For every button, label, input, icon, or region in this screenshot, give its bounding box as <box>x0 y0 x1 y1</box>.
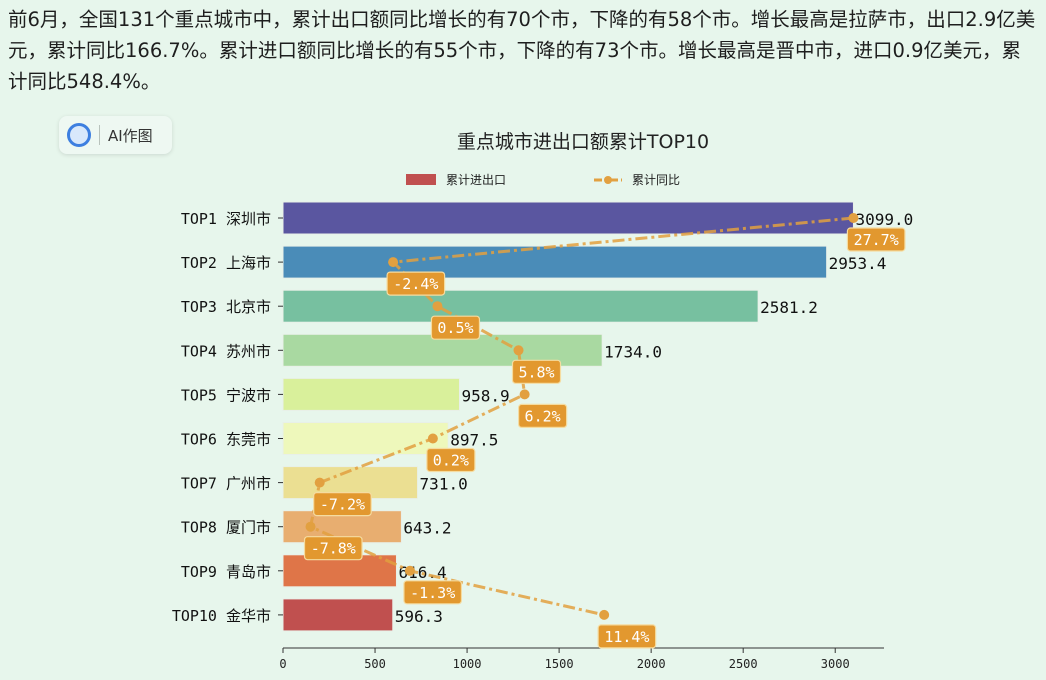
line-point <box>513 345 524 356</box>
bar-value-label: 897.5 <box>450 431 498 450</box>
ai-chart-button[interactable]: AI作图 <box>59 116 172 154</box>
line-label-box <box>426 447 476 473</box>
bar-6 <box>282 422 449 455</box>
category-label: TOP6 东莞市 <box>181 431 271 449</box>
line-label-box <box>430 315 481 340</box>
bar-value-label: 3099.0 <box>855 210 913 229</box>
chart-title: 重点城市进出口额累计TOP10 <box>457 131 709 153</box>
bar-value-label: 596.3 <box>395 607 443 626</box>
line-point <box>314 477 325 488</box>
line-label-box <box>511 359 562 384</box>
category-label: TOP10 金华市 <box>172 607 271 625</box>
legend-line-label: 累计同比 <box>632 173 680 187</box>
bar-10 <box>282 598 394 632</box>
x-tick-label: 3000 <box>821 657 850 671</box>
line-value-label: 11.4% <box>604 628 649 646</box>
line-label-box <box>403 580 463 605</box>
line-label-box <box>518 403 568 428</box>
bar-value-label: 2581.2 <box>760 298 818 317</box>
category-label: TOP8 厦门市 <box>181 519 271 537</box>
category-label: TOP5 宁波市 <box>181 386 271 404</box>
x-tick-label: 500 <box>364 657 386 671</box>
bar-value-label: 958.9 <box>462 386 510 405</box>
bar-value-label: 643.2 <box>403 519 451 538</box>
legend-bar-label: 累计进出口 <box>446 173 506 187</box>
line-label-box <box>846 227 906 252</box>
line-point <box>599 609 610 620</box>
category-label: TOP4 苏州市 <box>181 342 271 360</box>
line-point <box>305 521 316 532</box>
x-tick-label: 2500 <box>729 657 758 671</box>
bar-value-label: 731.0 <box>420 475 468 494</box>
bar-value-label: 1734.0 <box>604 342 662 361</box>
ai-chart-icon <box>67 123 91 147</box>
line-value-label: 5.8% <box>518 363 554 381</box>
line-value-label: 27.7% <box>854 231 899 249</box>
bar-2 <box>282 245 828 279</box>
line-value-label: -2.4% <box>393 275 438 293</box>
line-label-box <box>597 624 657 649</box>
legend-line-marker <box>604 176 612 184</box>
bar-value-label: 2953.4 <box>829 254 887 273</box>
line-point <box>519 389 530 400</box>
line-value-label: -7.8% <box>311 540 356 558</box>
line-value-label: -1.3% <box>410 584 455 602</box>
line-point <box>388 257 399 268</box>
category-label: TOP2 上海市 <box>181 254 271 272</box>
line-value-label: 6.2% <box>525 407 561 425</box>
line-point <box>427 433 438 444</box>
line-value-label: 0.5% <box>437 319 473 337</box>
category-label: TOP7 广州市 <box>181 475 271 493</box>
x-tick-label: 1000 <box>453 657 482 671</box>
line-label-box <box>386 271 446 296</box>
category-label: TOP3 北京市 <box>181 298 271 316</box>
bar-1 <box>282 201 854 235</box>
category-label: TOP9 青岛市 <box>181 563 271 581</box>
bar-3 <box>282 289 759 323</box>
divider <box>99 125 100 145</box>
summary-text: 前6月，全国131个重点城市中，累计出口额同比增长的有70个市，下降的有58个市… <box>8 8 1036 93</box>
line-label-box <box>303 536 363 561</box>
x-tick-label: 2000 <box>637 657 666 671</box>
x-tick-label: 1500 <box>545 657 574 671</box>
line-point <box>848 213 859 223</box>
line-value-label: 0.2% <box>433 452 469 470</box>
line-value-label: -7.2% <box>320 496 365 514</box>
line-point <box>432 301 443 312</box>
bar-5 <box>282 377 461 411</box>
ai-chart-label: AI作图 <box>108 126 153 145</box>
legend-bar-swatch <box>406 174 436 185</box>
line-label-box <box>313 492 372 517</box>
x-tick-label: 0 <box>279 657 286 671</box>
category-label: TOP1 深圳市 <box>181 210 271 228</box>
line-point <box>404 565 415 576</box>
